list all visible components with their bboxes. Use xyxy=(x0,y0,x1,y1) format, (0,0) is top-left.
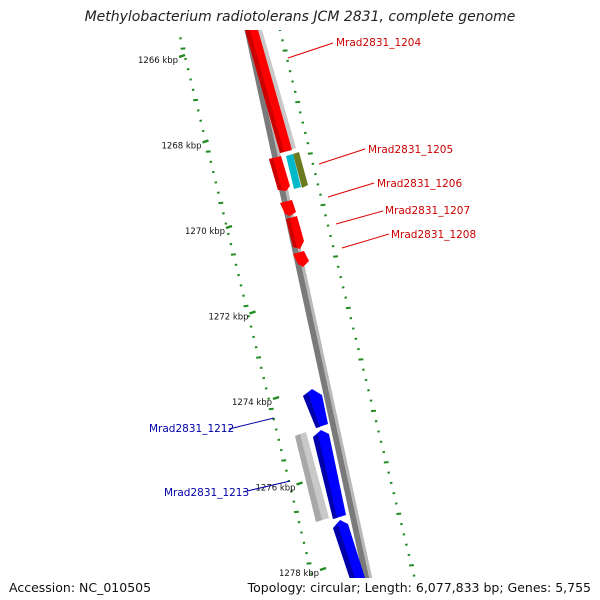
tick-mark xyxy=(296,481,303,486)
gene-label-1204[interactable]: Mrad2831_1204 xyxy=(336,37,421,49)
position-ticks: 1266 kbp 1268 kbp 1270 kbp 1272 kbp 1274 kbp… xyxy=(138,53,327,579)
tick-label: 1278 kbp xyxy=(279,569,319,579)
tick-mark xyxy=(202,139,209,144)
gene-label-1213[interactable]: Mrad2831_1213 xyxy=(164,487,249,499)
gene-label-1206[interactable]: Mrad2831_1206 xyxy=(377,178,462,190)
tick-mark xyxy=(225,224,233,230)
tick-label: 1274 kbp xyxy=(232,398,272,408)
tick-label: 1266 kbp xyxy=(138,56,178,66)
accession-text: Accession: NC_010505 xyxy=(9,580,152,595)
map-title: Methylobacterium radiotolerans JCM 2831,… xyxy=(84,9,516,25)
tick-label: 1270 kbp xyxy=(185,227,225,237)
gene-label-1208[interactable]: Mrad2831_1208 xyxy=(391,229,476,241)
gc-content-dots-inner xyxy=(179,37,313,575)
gene-label-1205[interactable]: Mrad2831_1205 xyxy=(368,144,453,156)
cds-mrad2831-1207[interactable] xyxy=(286,216,304,249)
cds-mrad2831-1212[interactable] xyxy=(303,389,328,428)
cds-mrad2831-1206[interactable] xyxy=(280,200,296,216)
tick-mark xyxy=(178,53,186,59)
topology-summary: Topology: circular; Length: 6,077,833 bp… xyxy=(247,580,591,595)
tick-label: 1272 kbp xyxy=(209,313,249,323)
feature-olive[interactable] xyxy=(293,152,308,188)
gene-labels: Mrad2831_1204 Mrad2831_1205 Mrad2831_120… xyxy=(149,37,476,499)
genome-backbone xyxy=(244,30,373,578)
cds-mrad2831-1208[interactable] xyxy=(293,251,309,267)
cds-mrad2831-1213[interactable] xyxy=(313,430,346,519)
gene-track-reverse xyxy=(295,432,329,522)
gene-label-1212[interactable]: Mrad2831_1212 xyxy=(149,423,234,435)
tick-label: 1276 kbp xyxy=(256,484,296,494)
gene-label-1207[interactable]: Mrad2831_1207 xyxy=(385,205,470,217)
tick-mark xyxy=(319,566,327,572)
tick-mark xyxy=(272,395,280,401)
cds-mrad2831-1205[interactable] xyxy=(269,156,290,191)
tick-label: 1268 kbp xyxy=(162,142,202,152)
cds-mrad2831-1204[interactable] xyxy=(245,30,292,153)
cds-next-reverse[interactable] xyxy=(333,520,372,600)
label-leaders xyxy=(228,42,390,493)
tick-mark xyxy=(249,310,256,315)
feature-cyan[interactable] xyxy=(286,154,301,189)
gc-content-dots-outer xyxy=(278,30,416,577)
